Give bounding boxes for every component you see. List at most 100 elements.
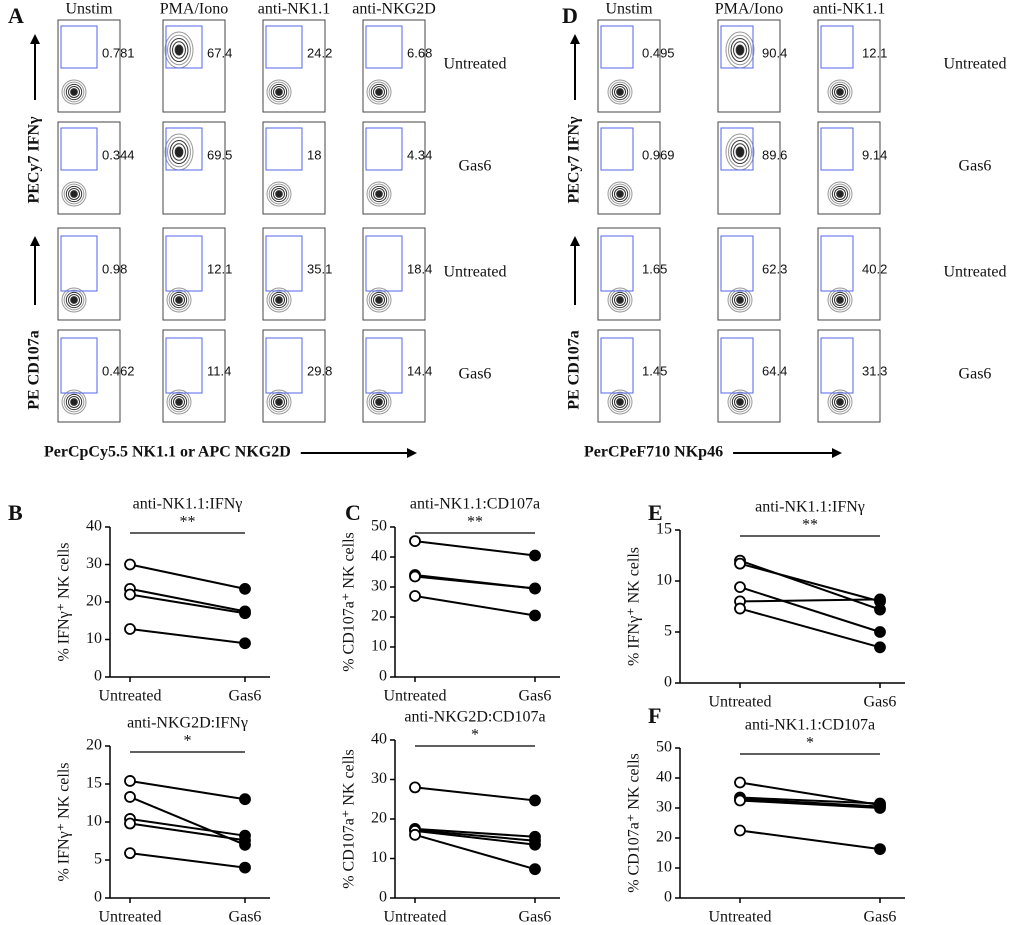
contour — [63, 289, 85, 311]
flow-plot — [597, 19, 661, 113]
point — [874, 802, 886, 814]
contour — [733, 395, 747, 409]
gate-value: 0.98 — [102, 261, 127, 276]
contour — [70, 190, 78, 198]
contour — [366, 181, 392, 207]
y-tick-label: 20 — [371, 810, 387, 827]
gate-value: 69.5 — [207, 147, 232, 162]
contour — [67, 85, 81, 99]
gate-value: 89.6 — [762, 147, 787, 162]
contour — [275, 398, 283, 406]
x-tick-label: Untreated — [98, 688, 161, 705]
contour — [613, 187, 627, 201]
panel-letter: F — [648, 703, 661, 728]
y-axis-label: % IFNγ⁺ NK cells — [56, 762, 73, 881]
contour — [270, 291, 288, 309]
gate-value: 6.68 — [407, 45, 432, 60]
y-tick-label: 10 — [656, 859, 672, 876]
pair-line — [739, 598, 881, 603]
point — [124, 558, 136, 571]
contour — [827, 181, 853, 207]
contour — [735, 146, 745, 158]
gate — [365, 235, 403, 292]
chart-title: anti-NKG2D:CD107a — [404, 709, 545, 726]
contour — [372, 187, 386, 201]
flow-plot — [717, 19, 781, 113]
contour — [829, 81, 851, 103]
contour — [61, 389, 87, 415]
panel-letter: D — [562, 3, 578, 28]
contour — [63, 81, 85, 103]
gate — [600, 235, 634, 292]
pair-line — [739, 798, 881, 808]
gate-value: 0.462 — [102, 363, 135, 378]
contour — [833, 395, 847, 409]
pair-line — [129, 852, 246, 869]
pair-line — [129, 587, 246, 613]
contour — [731, 393, 749, 411]
contour — [268, 391, 290, 413]
row-label: Untreated — [443, 56, 506, 73]
contour — [166, 287, 192, 313]
contour — [609, 289, 631, 311]
contour — [372, 395, 386, 409]
gate-value: 40.2 — [862, 261, 887, 276]
panel-letter: B — [8, 500, 23, 525]
contour — [730, 139, 750, 165]
contour — [736, 398, 744, 406]
contour — [174, 44, 184, 56]
flow-plot — [57, 19, 121, 113]
y-tick-label: 10 — [656, 572, 672, 589]
column-header: PMA/Iono — [715, 1, 783, 18]
y-tick-label: 20 — [656, 829, 672, 846]
contour — [607, 79, 633, 105]
pair-line — [129, 822, 246, 842]
gate — [365, 25, 403, 69]
contour — [836, 190, 844, 198]
pair-line — [739, 781, 881, 806]
contour — [268, 289, 290, 311]
pair-line — [129, 817, 246, 837]
gate-value: 11.4 — [207, 363, 231, 378]
arrow-head — [30, 236, 40, 246]
contour — [833, 187, 847, 201]
contour — [375, 190, 383, 198]
panel-letter: E — [648, 500, 663, 525]
y-axis-label: PE CD107a — [26, 330, 43, 410]
contour — [609, 81, 631, 103]
gate — [820, 337, 854, 394]
y-tick-label: 0 — [379, 668, 387, 685]
contour — [266, 79, 292, 105]
contour — [61, 79, 87, 105]
point — [239, 834, 251, 847]
y-tick-label: 30 — [86, 555, 102, 572]
point — [239, 861, 251, 874]
contour — [366, 287, 392, 313]
pair-line — [739, 829, 881, 851]
contour — [272, 395, 286, 409]
contour — [613, 293, 627, 307]
point — [734, 776, 746, 789]
gate-value: 62.3 — [762, 261, 787, 276]
gate — [265, 337, 303, 394]
contour — [175, 296, 183, 304]
contour — [170, 291, 188, 309]
row-label: Gas6 — [959, 158, 992, 175]
y-tick-label: 40 — [371, 548, 387, 565]
point — [734, 581, 746, 594]
point — [124, 623, 136, 635]
x-tick-label: Gas6 — [229, 688, 262, 705]
y-tick-label: 10 — [371, 638, 387, 655]
contour — [70, 88, 78, 96]
flow-plot — [262, 121, 326, 215]
pair-line — [739, 559, 881, 611]
contour — [67, 395, 81, 409]
gate — [720, 25, 754, 69]
contour — [735, 44, 745, 56]
point — [874, 593, 886, 606]
x-tick-label: Untreated — [383, 688, 446, 705]
point — [529, 838, 541, 851]
contour — [372, 293, 386, 307]
pair-line — [129, 628, 246, 645]
contour — [166, 389, 192, 415]
